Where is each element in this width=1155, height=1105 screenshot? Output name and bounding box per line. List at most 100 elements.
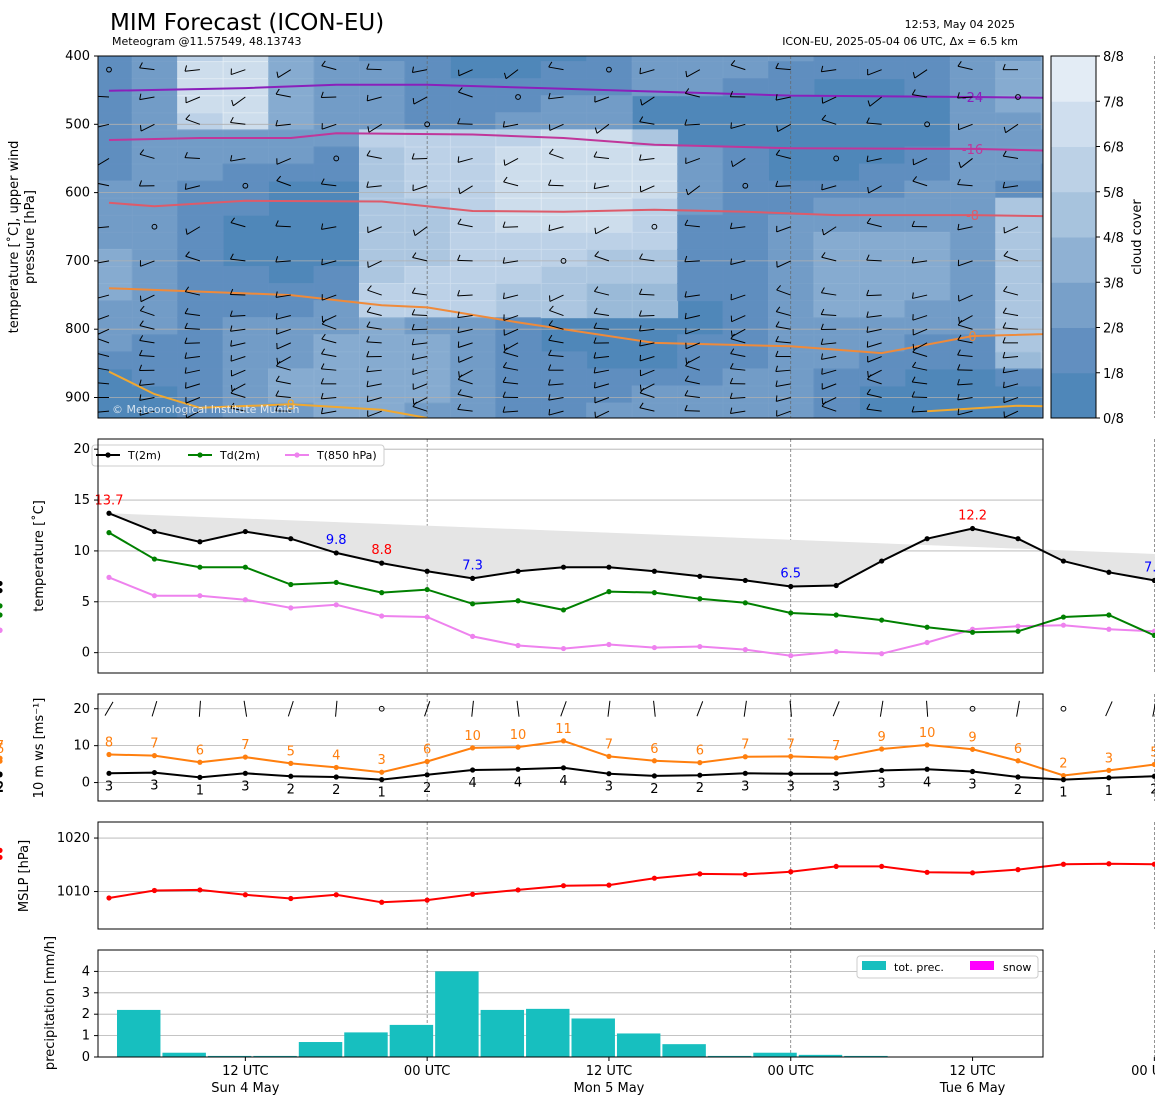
t2m-point: [924, 536, 930, 542]
cloud-cell: [404, 351, 451, 370]
wind-barb-shaft: [549, 309, 564, 317]
cloud-cell: [404, 78, 451, 97]
gust-point: [106, 751, 112, 758]
t2m-point: [560, 564, 567, 570]
mean-wind-point: [879, 767, 885, 773]
mean-wind-label: 2: [332, 783, 340, 798]
cloud-cell: [631, 180, 679, 199]
temperature-annotation: 6.5: [780, 567, 801, 582]
mean-wind-label: 2: [423, 781, 431, 796]
wind-barb-shaft: [957, 383, 973, 386]
wind-barb-shaft: [867, 378, 882, 385]
cloud-cell: [722, 61, 770, 80]
cloud-cell: [449, 146, 497, 165]
wind-barb-flag: [729, 90, 734, 97]
wind-barb-shaft: [504, 158, 519, 166]
cloud-cell: [222, 95, 270, 114]
td2m-point: [333, 579, 339, 586]
cloud-cell: [904, 334, 951, 353]
wind-barb-shaft: [424, 701, 431, 717]
wind-barb-shaft: [776, 410, 791, 417]
wind-barb-shaft: [230, 407, 246, 412]
wind-barb-flag: [1139, 363, 1142, 368]
y-tick-label: 1010: [57, 885, 90, 900]
wind-barb-shaft: [516, 700, 520, 717]
mean-wind-point: [197, 774, 203, 780]
wind-barb-flag: [775, 335, 779, 342]
wind-barb-flag: [1003, 286, 1008, 292]
t2m-point: [470, 575, 476, 581]
mean-wind-line: [108, 766, 1155, 781]
mean-wind-label: 2: [650, 782, 658, 797]
wind-barb-flag: [548, 349, 552, 356]
mean-wind-label: 3: [968, 777, 976, 792]
t850-point: [288, 605, 294, 611]
wind-barb-shaft: [639, 342, 655, 347]
cloud-cell: [358, 180, 406, 199]
isotherm-line: [108, 132, 1043, 152]
wind-barb-flag: [230, 384, 233, 391]
wind-barb-shaft: [549, 153, 564, 159]
cloud-cell: [813, 197, 860, 216]
wind-barb-flag: [957, 61, 962, 67]
wind-barb-shaft: [607, 700, 611, 717]
x-tick-label: 00 UTC: [404, 1064, 450, 1079]
wind-barb-shaft: [730, 294, 746, 301]
wind-barb-shaft: [230, 294, 246, 296]
wind-barb-shaft: [412, 342, 428, 346]
wind-barb-shaft: [457, 223, 473, 228]
cloud-cell: [404, 214, 451, 233]
wind-barb-shaft: [957, 410, 973, 416]
cloud-cell: [131, 78, 179, 97]
wind-barb-shaft: [868, 185, 882, 194]
cloud-cell: [540, 95, 588, 114]
wind-barb-shaft: [276, 365, 291, 371]
wind-barb-flag: [138, 364, 142, 371]
wind-barb-shaft: [775, 341, 791, 344]
wind-barb-flag: [639, 253, 643, 260]
wind-barb-shaft: [275, 294, 291, 298]
cloud-cell: [813, 61, 860, 80]
wind-barb-shaft: [98, 182, 110, 187]
t850-point: [1106, 626, 1112, 632]
wind-barb-flag: [185, 411, 188, 418]
wind-barb-shaft: [548, 324, 564, 330]
wind-barb-flag: [684, 291, 687, 298]
wind-barb-shaft: [685, 328, 701, 335]
cloud-cell: [449, 163, 497, 182]
temperature-annotation: 7.1: [1144, 560, 1155, 575]
wind-barb-shaft: [879, 700, 884, 717]
mslp-point: [470, 891, 476, 897]
wind-barb-flag: [367, 126, 370, 133]
wind-barb-shaft: [412, 314, 428, 317]
gust-label: 8: [105, 736, 113, 751]
wind-barb-flag: [502, 376, 507, 383]
wind-barb-flag: [911, 391, 915, 398]
wind-barb-shaft: [1140, 295, 1154, 300]
cloud-cell: [768, 61, 815, 80]
precip-bar: [480, 1009, 525, 1057]
cloud-cell: [904, 61, 951, 80]
cloud-cell: [677, 163, 724, 182]
cloud-cell: [768, 180, 815, 199]
y-tick-label: 5: [82, 595, 90, 610]
wind-barb-flag: [411, 353, 414, 360]
colorbar-segment: [1051, 282, 1096, 328]
cloud-cell: [222, 56, 270, 63]
wind-barb-shaft: [367, 311, 382, 317]
wind-barb-flag: [1139, 91, 1142, 96]
cloud-cell: [268, 163, 315, 182]
wind-barb-shaft: [321, 183, 337, 187]
wind-barb-flag: [958, 316, 960, 323]
cloud-cell: [358, 283, 406, 302]
t2m-point: [288, 536, 294, 542]
cloud-cell: [98, 61, 133, 80]
cloud-cell: [586, 385, 633, 404]
cloud-cell: [268, 368, 315, 387]
y-tick-label: 2: [82, 1007, 90, 1022]
wind-barb-shaft: [1003, 185, 1019, 189]
cloud-cell: [313, 78, 360, 97]
wind-barb-flag: [912, 347, 917, 353]
wind-barb-flag: [275, 256, 279, 263]
t850-point: [697, 643, 703, 650]
